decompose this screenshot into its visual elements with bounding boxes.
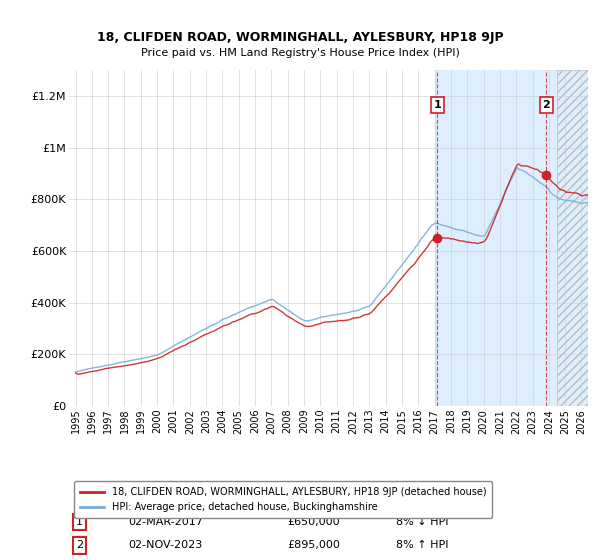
Text: 18, CLIFDEN ROAD, WORMINGHALL, AYLESBURY, HP18 9JP: 18, CLIFDEN ROAD, WORMINGHALL, AYLESBURY… [97, 31, 503, 44]
Text: £650,000: £650,000 [287, 517, 340, 527]
Legend: 18, CLIFDEN ROAD, WORMINGHALL, AYLESBURY, HP18 9JP (detached house), HPI: Averag: 18, CLIFDEN ROAD, WORMINGHALL, AYLESBURY… [74, 482, 492, 518]
Text: 1: 1 [433, 100, 441, 110]
Text: Price paid vs. HM Land Registry's House Price Index (HPI): Price paid vs. HM Land Registry's House … [140, 48, 460, 58]
Text: 02-NOV-2023: 02-NOV-2023 [128, 540, 203, 550]
Text: 8% ↑ HPI: 8% ↑ HPI [396, 540, 448, 550]
Text: 2: 2 [76, 540, 83, 550]
Text: £895,000: £895,000 [287, 540, 340, 550]
Text: 8% ↓ HPI: 8% ↓ HPI [396, 517, 448, 527]
Text: 2: 2 [542, 100, 550, 110]
Bar [434, 70, 590, 406]
Bar [557, 70, 590, 406]
Text: 1: 1 [76, 517, 83, 527]
Text: 02-MAR-2017: 02-MAR-2017 [128, 517, 203, 527]
